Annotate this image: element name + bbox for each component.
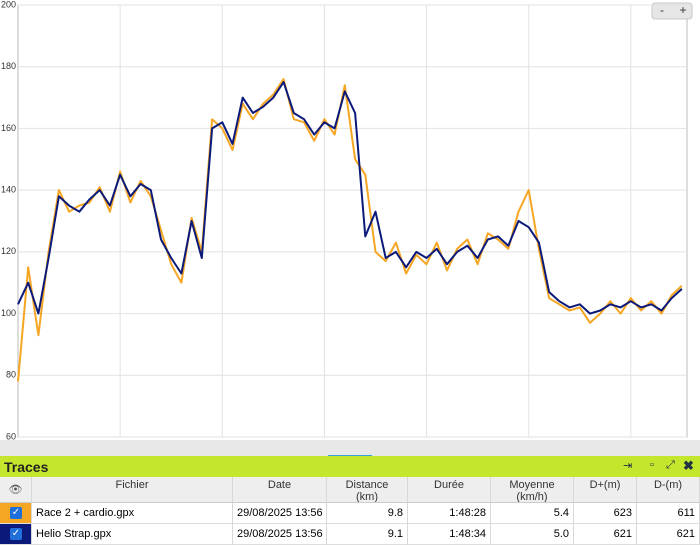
file-name[interactable]: Helio Strap.gpx bbox=[32, 524, 233, 545]
zoom-in[interactable]: + bbox=[679, 3, 686, 17]
table-cell: 621 bbox=[637, 524, 700, 545]
y-tick-label: 140 bbox=[1, 185, 16, 195]
icon-expand[interactable]: ⤢ bbox=[666, 459, 675, 471]
zoom-out[interactable]: - bbox=[660, 3, 664, 17]
table-cell: 5.0 bbox=[491, 524, 574, 545]
table-cell: 621 bbox=[574, 524, 637, 545]
icon-close[interactable]: ✖ bbox=[683, 458, 694, 473]
y-tick-label: 200 bbox=[1, 0, 16, 9]
table-cell: 623 bbox=[574, 503, 637, 524]
table-cell: 9.1 bbox=[327, 524, 408, 545]
column-name: D-(m) bbox=[653, 479, 683, 491]
column-header[interactable]: Durée bbox=[408, 477, 491, 503]
column-unit: (km) bbox=[356, 491, 378, 503]
y-tick-label: 120 bbox=[1, 246, 16, 256]
row-toggle[interactable]: ✓ bbox=[0, 524, 32, 545]
table-cell: 1:48:34 bbox=[408, 524, 491, 545]
column-header[interactable]: Fichier bbox=[32, 477, 233, 503]
table-cell: 1:48:28 bbox=[408, 503, 491, 524]
table-cell: 611 bbox=[637, 503, 700, 524]
table-cell: 29/08/2025 13:56 bbox=[233, 524, 327, 545]
y-tick-label: 160 bbox=[1, 123, 16, 133]
icon-collapse[interactable]: ⇥ bbox=[623, 460, 633, 472]
traces-table: 👁 Fichier Date Distance (km) Durée Moyenne (km/… bbox=[0, 477, 700, 545]
file-name[interactable]: Race 2 + cardio.gpx bbox=[32, 503, 233, 524]
column-header[interactable]: Moyenne (km/h) bbox=[491, 477, 574, 503]
column-header[interactable]: D-(m) bbox=[637, 477, 700, 503]
checkbox[interactable]: ✓ bbox=[10, 507, 22, 519]
column-name: Distance bbox=[345, 479, 389, 491]
row-toggle[interactable]: ✓ bbox=[0, 503, 32, 524]
y-tick-label: 60 bbox=[6, 431, 16, 440]
table-cell: 5.4 bbox=[491, 503, 574, 524]
column-unit: (km/h) bbox=[516, 491, 548, 503]
traces-title: Traces bbox=[4, 459, 49, 475]
table-cell: 9.8 bbox=[327, 503, 408, 524]
scroll-track bbox=[0, 440, 700, 459]
plot-area bbox=[17, 4, 688, 438]
y-tick-label: 100 bbox=[1, 308, 16, 318]
column-name: Date bbox=[267, 479, 292, 491]
column-header[interactable]: Date bbox=[233, 477, 327, 503]
icon-window[interactable]: ▫ bbox=[650, 459, 654, 471]
checkbox[interactable]: ✓ bbox=[10, 528, 22, 540]
chart: - + 608010012014016018020016:4033:2050:0… bbox=[1, 0, 693, 440]
y-tick-label: 80 bbox=[6, 370, 16, 380]
column-name: Durée bbox=[434, 479, 464, 491]
column-name: Fichier bbox=[115, 479, 149, 491]
y-tick-label: 180 bbox=[1, 61, 16, 71]
column-name: D+(m) bbox=[589, 479, 621, 491]
table-cell: 29/08/2025 13:56 bbox=[233, 503, 327, 524]
line-series bbox=[17, 81, 683, 315]
column-header[interactable]: D+(m) bbox=[574, 477, 637, 503]
zoom-box bbox=[651, 2, 693, 20]
column-name: Moyenne bbox=[509, 479, 555, 491]
visibility-header[interactable]: 👁 bbox=[0, 477, 32, 503]
line-series bbox=[17, 78, 683, 382]
traces-header: Traces ⇥ ▫ ⤢ ✖ bbox=[0, 456, 700, 477]
column-header[interactable]: Distance (km) bbox=[327, 477, 408, 503]
